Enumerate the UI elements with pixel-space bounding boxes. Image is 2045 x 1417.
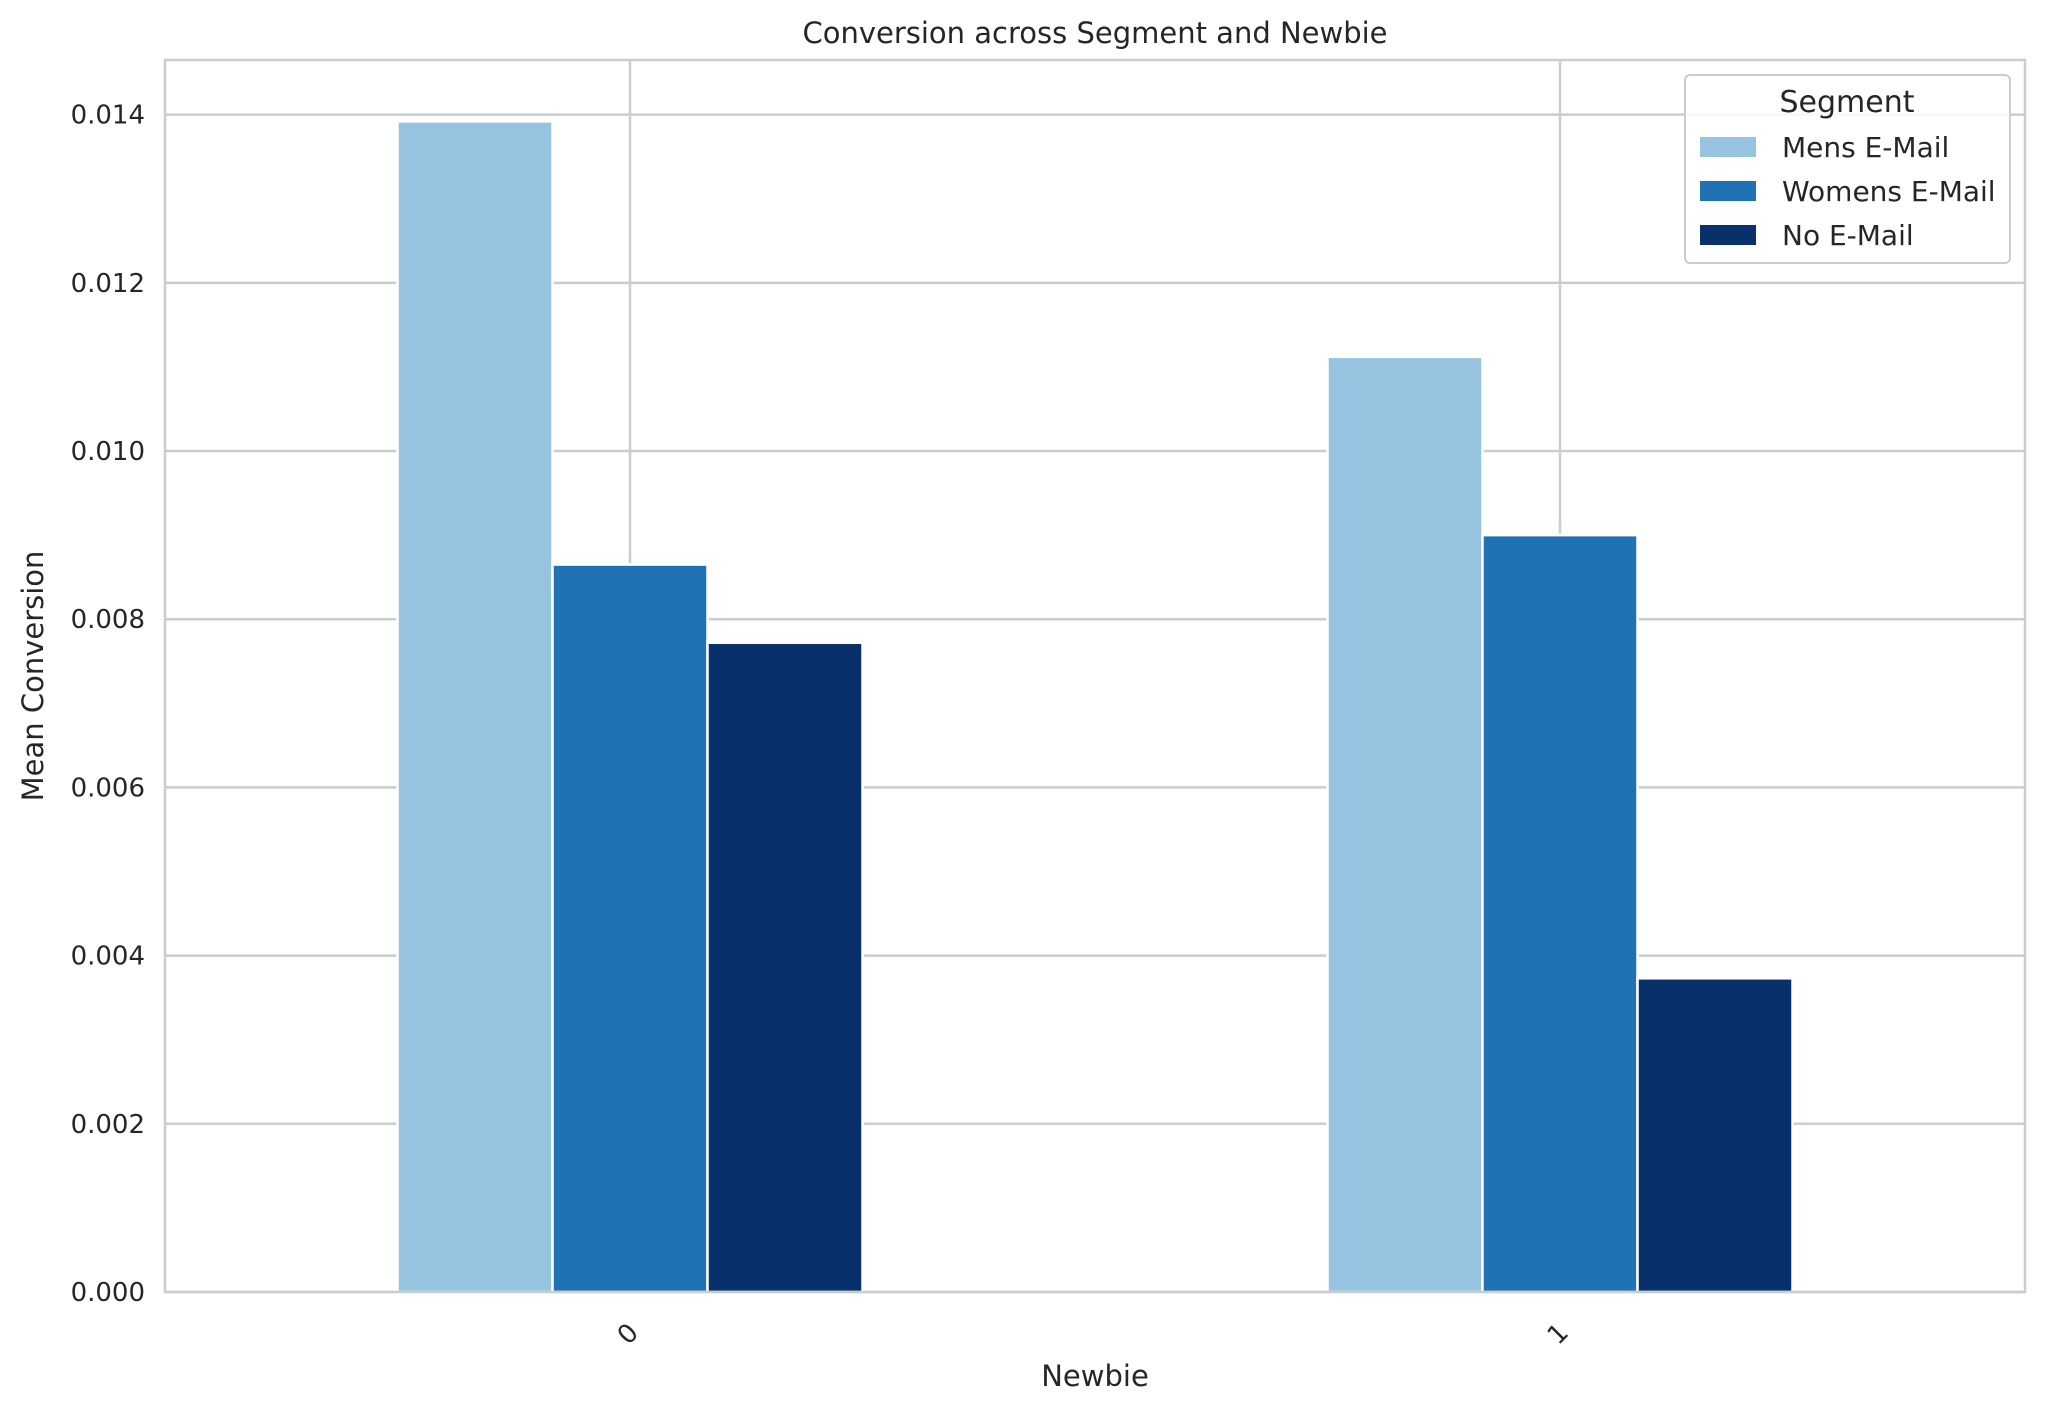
y-tick-label: 0.008 [71,605,145,635]
bar-mens-e-mail-1 [1326,355,1484,1294]
legend-swatch-mens-e-mail [1700,137,1756,157]
y-axis-label: Mean Conversion [16,551,50,802]
bar-no-e-mail-1 [1636,977,1794,1294]
x-axis-label: Newbie [1041,1359,1149,1393]
bar-mens-e-mail-0 [396,120,554,1294]
plot-frame [163,58,2027,1294]
legend: Segment Mens E-Mail Womens E-Mail No E-Mai… [1684,74,2011,264]
y-tick-label: 0.010 [71,437,145,467]
bar-womens-e-mail-1 [1481,533,1639,1294]
legend-swatch-womens-e-mail [1700,181,1756,201]
x-tick-label: 1 [1542,1318,1575,1351]
x-tick-label: 0 [612,1318,645,1351]
legend-title: Segment [1780,85,1915,120]
chart-title: Conversion across Segment and Newbie [802,16,1387,50]
legend-label: No E-Mail [1782,219,1914,252]
y-ticks: 0.000 0.002 0.004 0.006 0.008 0.010 0.012 0.014 [71,101,145,1308]
bar-no-e-mail-0 [706,641,864,1294]
y-tick-label: 0.006 [71,773,145,803]
legend-label: Womens E-Mail [1782,175,1996,208]
legend-frame [1684,74,2011,264]
legend-items: Mens E-Mail Womens E-Mail No E-Mail [1700,131,1996,252]
y-tick-label: 0.012 [71,269,145,299]
legend-swatch-no-e-mail [1700,225,1756,245]
bar-womens-e-mail-0 [551,563,709,1294]
y-tick-label: 0.000 [71,1278,145,1308]
y-tick-label: 0.002 [71,1110,145,1140]
bars-layer [396,120,1794,1294]
y-tick-label: 0.014 [71,101,145,131]
y-tick-label: 0.004 [71,942,145,972]
legend-label: Mens E-Mail [1782,131,1949,164]
